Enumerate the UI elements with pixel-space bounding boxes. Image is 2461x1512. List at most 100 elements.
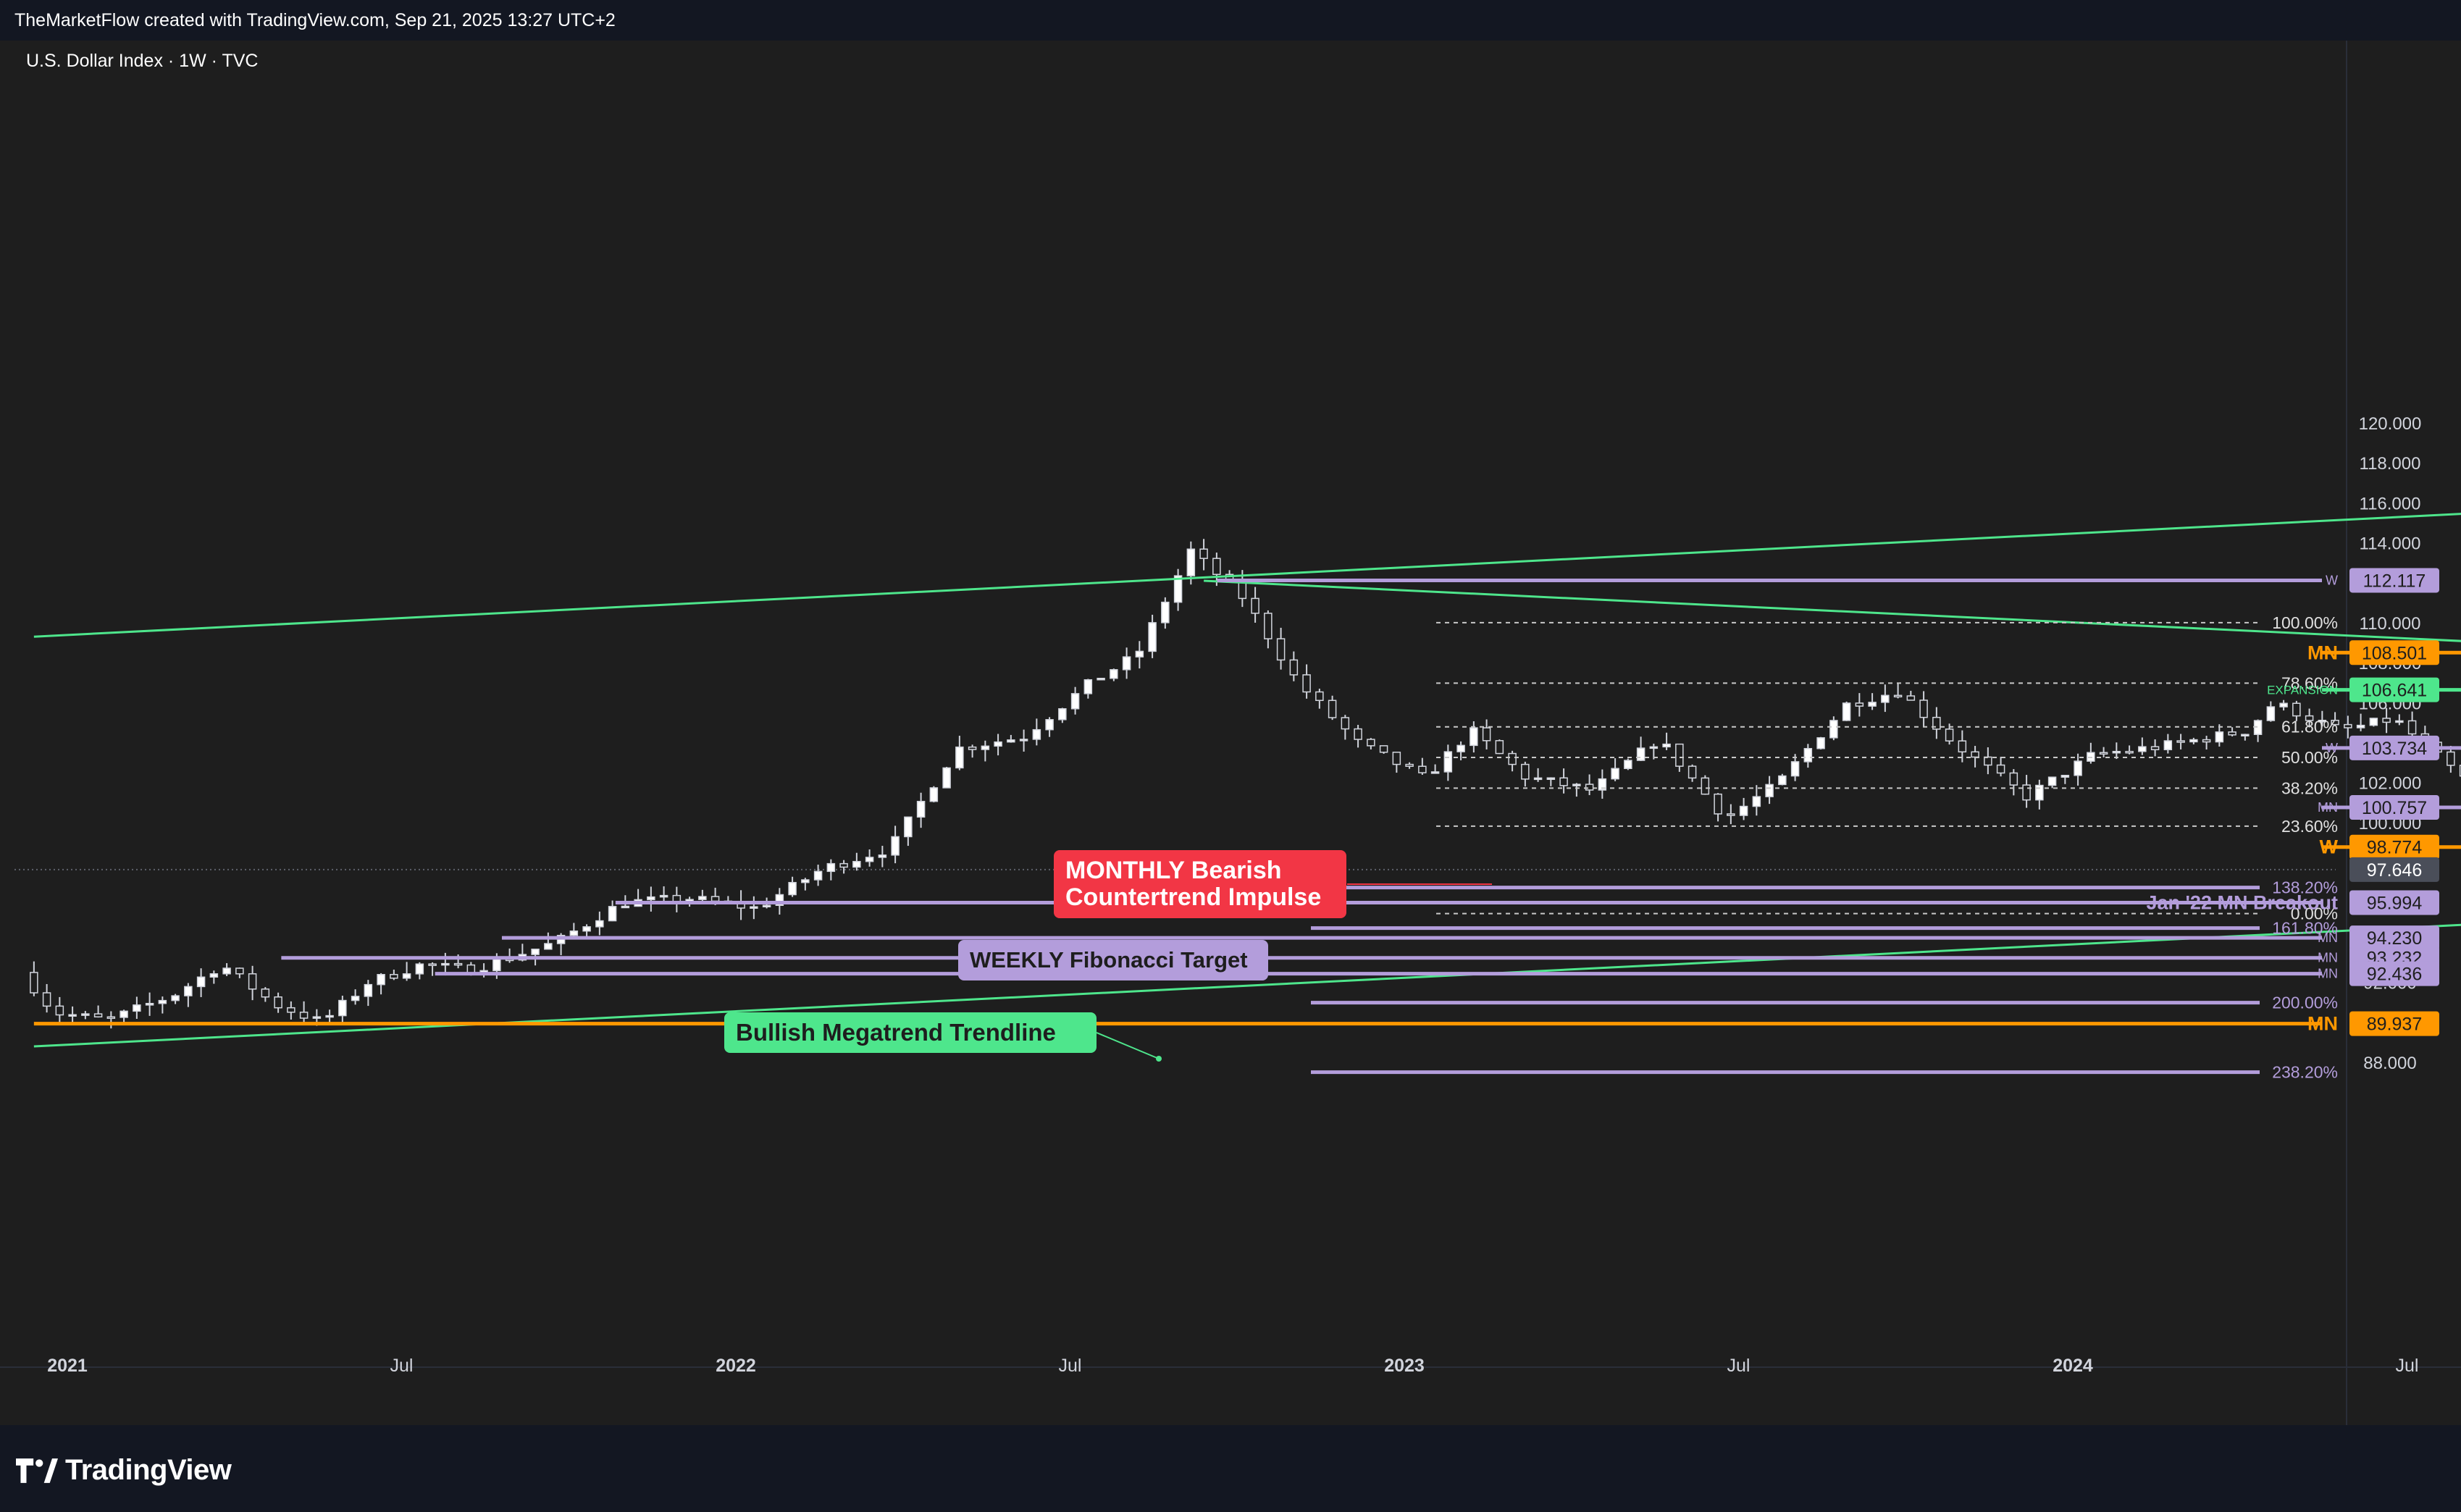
candle-bull [916, 800, 926, 818]
level-price-badge [2349, 568, 2439, 593]
candle-bull [1842, 702, 1851, 721]
candle-bear [55, 1005, 64, 1016]
candle-bear [2331, 719, 2339, 726]
candle-bull [544, 943, 553, 950]
candle-bear [42, 992, 51, 1007]
fib-label: 200.00% [2272, 994, 2338, 1012]
candle-bull [415, 963, 424, 975]
candle-bull [1173, 575, 1183, 603]
trendline-descending[interactable] [1204, 579, 2461, 751]
level-price-value: 92.436 [2367, 965, 2422, 985]
fib-label: 50.00% [2281, 748, 2338, 767]
candle-bull [1636, 747, 1645, 761]
fib-label: 23.60% [2281, 817, 2338, 836]
candle-bull [1803, 747, 1813, 763]
candle-bull [364, 983, 373, 997]
candle-bear [261, 988, 270, 998]
candle-bull [582, 926, 591, 932]
candle-bull [1816, 737, 1825, 749]
candle-bull [1752, 796, 1761, 807]
candle-bull [2266, 706, 2276, 721]
level-price-badge [2349, 1011, 2439, 1036]
x-tick-label: 2023 [1384, 1356, 1425, 1376]
candle-bull [865, 857, 874, 862]
level-price-value: 95.994 [2367, 893, 2423, 913]
y-tick-label: 118.000 [2360, 454, 2421, 474]
candle-bear [1482, 727, 1491, 742]
candle-bear [1405, 763, 1414, 767]
candle-bull [1611, 768, 1619, 780]
candle-bull [1598, 778, 1607, 791]
candle-bull [1456, 744, 1465, 752]
candle-bull [158, 999, 167, 1004]
candle-bear [1855, 702, 1864, 707]
candle-bull [852, 860, 861, 868]
candle-bull [1135, 650, 1144, 658]
candle-bull [120, 1010, 128, 1018]
candle-bull [1624, 760, 1632, 770]
candle-bear [30, 972, 38, 994]
megatrend-callout-text: Bullish Megatrend Trendline [736, 1019, 1056, 1046]
candle-bull [955, 746, 964, 769]
level-price-value: 103.734 [2362, 739, 2427, 759]
candle-bear [2228, 731, 2236, 736]
candle-bear [453, 962, 463, 966]
candle-bear [1919, 700, 1928, 718]
candle-bear [1315, 691, 1324, 702]
candle-bear [2202, 739, 2211, 743]
candle-bull [2138, 746, 2147, 752]
level-tag: W [2326, 573, 2338, 587]
candle-bear [1251, 597, 1259, 614]
candle-bull [1649, 746, 1659, 749]
candle-bear [2009, 772, 2018, 786]
candle-bull [1058, 708, 1067, 721]
candle-bear [1354, 728, 1362, 740]
level-price-badge [2349, 640, 2439, 665]
candle-bull [325, 1015, 334, 1018]
candle-bull [1083, 679, 1093, 694]
level-tag: Jan '22 MN Breakout [2146, 891, 2338, 913]
current-price-badge [2349, 857, 2439, 882]
candle-bull [196, 976, 206, 988]
candle-bear [274, 996, 282, 1009]
tradingview-logo-icon [16, 1458, 58, 1483]
candle-bear [1727, 813, 1735, 816]
candle-bull [1470, 727, 1478, 747]
candle-bear [1984, 756, 1992, 766]
level-price-badge [2349, 925, 2439, 951]
weekly-callout-text: WEEKLY Fibonacci Target [970, 947, 1248, 973]
candle-bear [1367, 739, 1375, 747]
candle-bull [171, 995, 180, 1001]
price-chart[interactable]: 120.000118.000116.000114.000112.000110.0… [0, 41, 2461, 1425]
candle-bear [1714, 793, 1722, 815]
candle-bull [788, 881, 797, 896]
candle-bull [2112, 750, 2121, 754]
candle-bear [2382, 718, 2391, 723]
candle-bull [2189, 739, 2198, 743]
candle-bear [2125, 750, 2134, 754]
candle-bear [1276, 638, 1286, 661]
monthly-bearish-callout[interactable]: MONTHLY Bearish Countertrend Impulse [1054, 850, 1346, 918]
candle-bear [299, 1012, 309, 1019]
trendline-upper-channel[interactable] [33, 417, 2461, 638]
x-tick-label: Jul [1727, 1356, 1751, 1376]
candle-bear [1688, 765, 1697, 779]
level-price-badge [2349, 735, 2439, 760]
candle-bear [2305, 715, 2314, 721]
candle-bull [145, 1002, 154, 1006]
x-tick-label: Jul [1059, 1356, 1082, 1376]
candle-bull [981, 745, 990, 750]
candle-bear [1379, 745, 1388, 753]
level-price-badge [2349, 677, 2439, 702]
candle-bull [2369, 718, 2378, 726]
candle-bear [1392, 752, 1401, 765]
candle-bull [2279, 702, 2288, 707]
fib-label: 161.80% [2272, 919, 2338, 938]
chart-area[interactable]: 120.000118.000116.000114.000112.000110.0… [0, 41, 2461, 1425]
tradingview-logo[interactable]: TradingView [16, 1454, 232, 1487]
megatrend-callout[interactable]: Bullish Megatrend Trendline [724, 1012, 1097, 1053]
candle-bull [1019, 739, 1028, 742]
weekly-fib-callout[interactable]: WEEKLY Fibonacci Target [958, 940, 1268, 980]
candle-bull [1097, 678, 1105, 681]
candle-bull [1148, 622, 1157, 652]
